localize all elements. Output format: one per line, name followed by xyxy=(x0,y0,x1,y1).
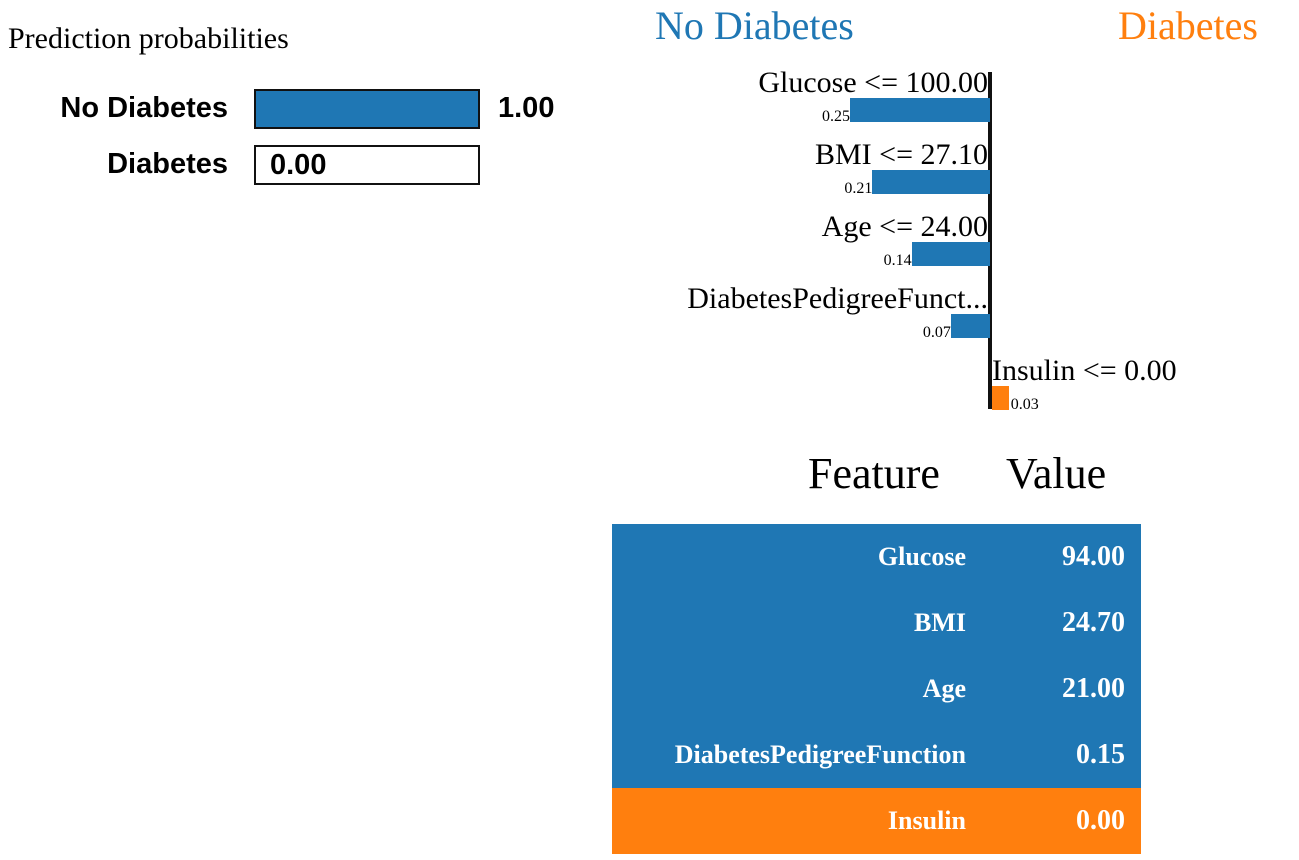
table-cell-value: 0.15 xyxy=(1076,739,1125,770)
prob-track-diabetes: 0.00 xyxy=(254,145,480,185)
table-row: Insulin 0.00 xyxy=(612,788,1141,854)
table-header-feature: Feature xyxy=(808,449,940,498)
prediction-probabilities-title: Prediction probabilities xyxy=(8,22,289,55)
table-cell-value: 24.70 xyxy=(1062,607,1125,638)
explanation-value-0: 0.25 xyxy=(822,108,850,125)
explanation-value-3: 0.07 xyxy=(922,324,951,341)
table-row: Glucose 94.00 xyxy=(612,524,1141,590)
explanation-value-1: 0.21 xyxy=(844,180,873,197)
positive-class-label: Diabetes xyxy=(1118,3,1258,48)
explanation-bar-2 xyxy=(911,242,990,266)
prob-label-diabetes: Diabetes xyxy=(107,148,228,180)
table-cell-feature: Age xyxy=(922,674,966,703)
table-row: DiabetesPedigreeFunction 0.15 xyxy=(612,722,1141,788)
prob-value-diabetes: 0.00 xyxy=(270,149,327,181)
table-cell-value: 0.00 xyxy=(1076,805,1125,836)
explanation-bar-3 xyxy=(950,314,990,338)
explanation-bar-4 xyxy=(992,386,1009,410)
explanation-value-4: 0.03 xyxy=(1010,396,1039,413)
explanation-label-4: Insulin <= 0.00 xyxy=(992,354,1177,387)
table-header-value: Value xyxy=(1006,449,1107,498)
table-row: BMI 24.70 xyxy=(612,590,1141,656)
explanation-value-2: 0.14 xyxy=(883,252,912,269)
table-cell-feature: Insulin xyxy=(887,806,966,835)
prob-track-no-diabetes xyxy=(254,89,480,129)
zero-axis-line xyxy=(988,72,992,409)
table-cell-value: 21.00 xyxy=(1062,673,1125,704)
explanation-bar-0 xyxy=(850,98,990,122)
explanation-label-1: BMI <= 27.10 xyxy=(814,138,988,171)
prob-value-no-diabetes: 1.00 xyxy=(498,92,555,124)
table-cell-feature: DiabetesPedigreeFunction xyxy=(674,740,966,769)
table-cell-value: 94.00 xyxy=(1062,541,1125,572)
feature-value-table: Glucose 94.00 BMI 24.70 Age 21.00 DiabetesPedi… xyxy=(612,524,1141,855)
explanation-label-0: Glucose <= 100.00 xyxy=(758,66,988,99)
table-cell-feature: Glucose xyxy=(877,542,966,571)
table-row: Age 21.00 xyxy=(612,656,1141,722)
explanation-label-3: DiabetesPedigreeFunct... xyxy=(687,282,988,315)
negative-class-label: No Diabetes xyxy=(655,3,854,48)
prob-label-no-diabetes: No Diabetes xyxy=(60,92,228,124)
explanation-bar-1 xyxy=(872,170,990,194)
explanation-label-2: Age <= 24.00 xyxy=(821,210,988,243)
table-cell-feature: BMI xyxy=(914,608,966,637)
prob-bar-no-diabetes xyxy=(256,91,478,127)
